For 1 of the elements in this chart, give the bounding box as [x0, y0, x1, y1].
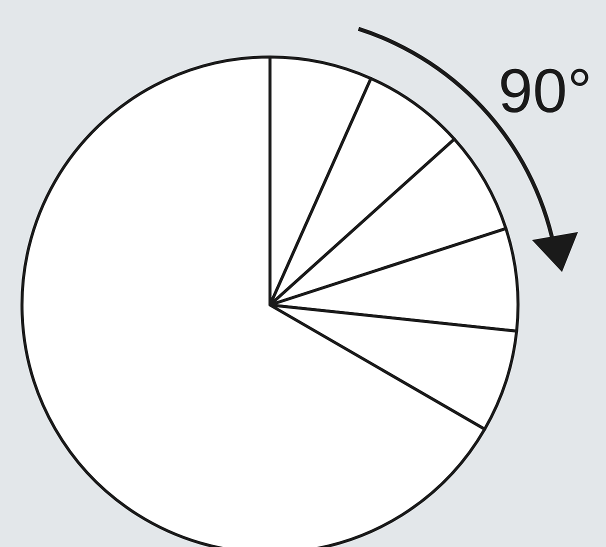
text: 90° [498, 57, 592, 126]
